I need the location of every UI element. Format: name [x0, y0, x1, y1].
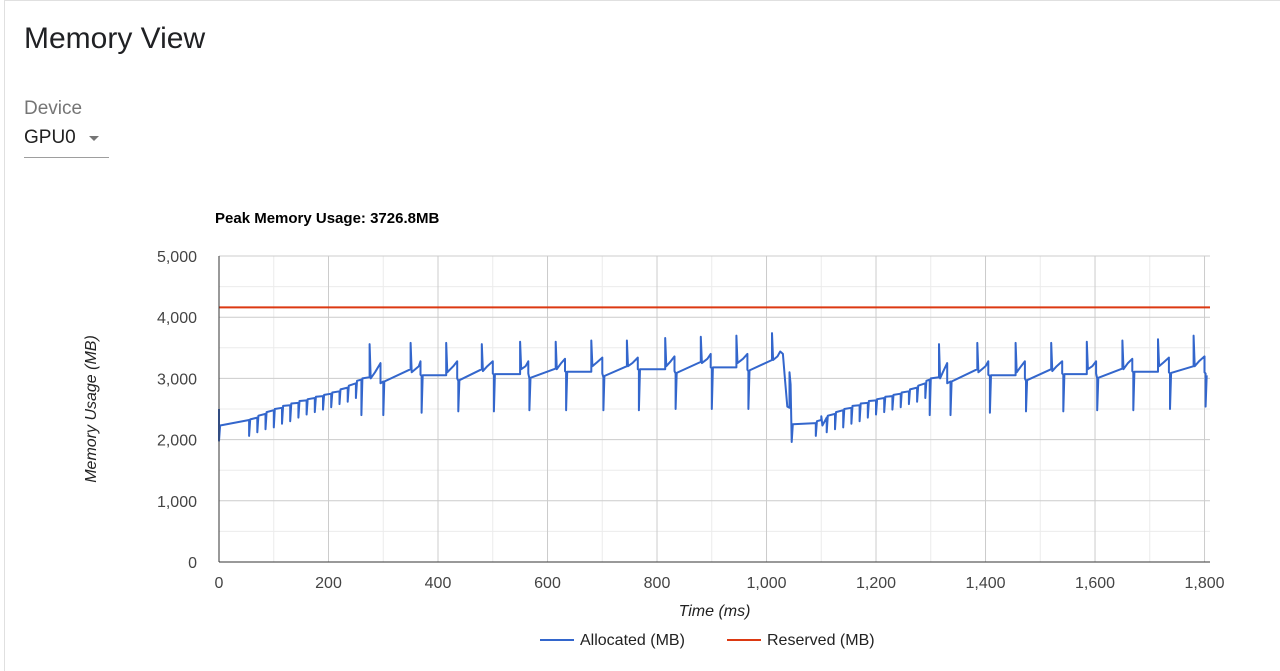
chart-labels: 0 1,000 2,000 3,000 4,000 5,000 0 200 400 600 800 1…: [83, 210, 1225, 620]
y-axis-title: Memory Usage (MB): [83, 335, 100, 483]
legend-reserved-label: Reserved (MB): [767, 632, 875, 649]
device-label: Device: [24, 98, 83, 119]
x-tick-label: 1,400: [965, 575, 1005, 592]
chart-title: Peak Memory Usage: 3726.8MB: [215, 210, 439, 227]
y-tick-label: 4,000: [157, 310, 197, 327]
x-tick-label: 1,800: [1185, 575, 1225, 592]
x-axis-title: Time (ms): [679, 603, 751, 620]
chart-legend: Allocated (MB) Reserved (MB): [540, 632, 875, 649]
chart-gridlines: [219, 255, 1210, 562]
x-tick-label: 1,200: [856, 575, 896, 592]
chevron-down-icon[interactable]: [89, 136, 99, 141]
legend-allocated-label: Allocated (MB): [580, 632, 685, 649]
x-tick-label: 800: [644, 575, 671, 592]
chart-axes: [218, 256, 1210, 563]
series-line-allocated: [218, 332, 1208, 443]
device-select[interactable]: GPU0: [24, 127, 109, 158]
chart-series: [218, 306, 1210, 443]
x-tick-label: 600: [534, 575, 561, 592]
page-title: Memory View: [24, 22, 206, 55]
y-tick-label: 3,000: [157, 371, 197, 388]
memory-view-panel: [4, 0, 1280, 671]
y-tick-label: 5,000: [157, 249, 197, 266]
x-tick-label: 0: [215, 575, 224, 592]
x-tick-label: 1,000: [746, 575, 786, 592]
device-select-value: GPU0: [24, 127, 76, 148]
x-tick-label: 400: [425, 575, 452, 592]
y-tick-label: 2,000: [157, 433, 197, 450]
x-tick-label: 1,600: [1075, 575, 1115, 592]
y-tick-label: 1,000: [157, 494, 197, 511]
x-tick-label: 200: [315, 575, 342, 592]
y-tick-label: 0: [188, 555, 197, 572]
